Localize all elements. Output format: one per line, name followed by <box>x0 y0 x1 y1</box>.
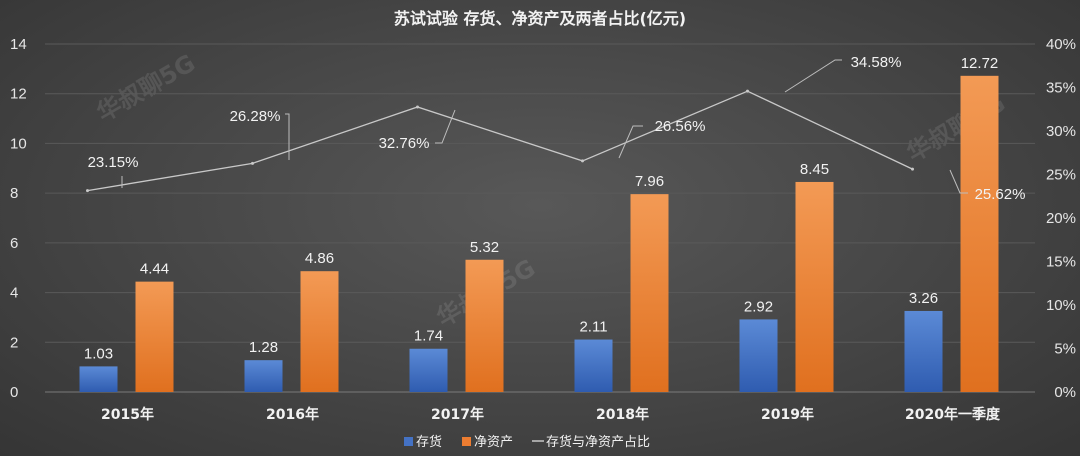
y-right-tick-label: 25% <box>1046 167 1076 184</box>
x-tick-label: 2018年 <box>596 406 649 423</box>
y-left-tick-label: 12 <box>10 86 27 103</box>
y-right-tick-label: 5% <box>1054 341 1076 358</box>
ratio-leader-line <box>618 125 643 159</box>
bar-inventory <box>739 319 778 392</box>
legend-label-net-assets: 净资产 <box>474 435 513 450</box>
y-left-tick-label: 14 <box>10 36 27 53</box>
ratio-line <box>87 90 913 192</box>
y-right-tick-label: 30% <box>1046 123 1076 140</box>
bar-inventory <box>574 339 613 392</box>
ratio-data-label: 25.62% <box>975 186 1026 203</box>
bar-data-label: 7.96 <box>635 173 664 190</box>
y-left-tick-label: 4 <box>10 285 18 302</box>
ratio-data-label: 26.28% <box>230 108 281 125</box>
bar-net-assets <box>300 271 339 392</box>
ratio-point <box>251 161 254 165</box>
legend-label-ratio: 存货与净资产占比 <box>546 434 650 450</box>
bar-data-label: 2.11 <box>579 319 607 336</box>
y-right-tick-label: 0% <box>1054 384 1076 401</box>
ratio-point <box>911 167 914 171</box>
bar-data-label: 1.28 <box>249 339 278 356</box>
y-right-tick-label: 10% <box>1046 297 1076 314</box>
ratio-point <box>86 189 89 193</box>
bar-data-label: 1.03 <box>84 345 113 362</box>
bar-inventory <box>79 366 118 392</box>
bar-inventory <box>904 310 943 392</box>
legend-swatch-inventory <box>404 437 413 446</box>
x-tick-label: 2019年 <box>761 406 814 423</box>
y-left-tick-label: 0 <box>10 384 18 401</box>
y-left-tick-label: 8 <box>10 185 18 202</box>
y-left-tick-label: 10 <box>10 135 27 152</box>
y-left-tick-label: 2 <box>10 334 18 351</box>
bar-data-label: 3.26 <box>909 290 938 307</box>
x-tick-label: 2016年 <box>266 406 319 423</box>
ratio-leader-line <box>435 109 456 144</box>
y-right-tick-label: 40% <box>1046 36 1076 53</box>
x-tick-label: 2015年 <box>101 406 154 423</box>
ratio-data-label: 32.76% <box>379 135 430 152</box>
x-tick-label: 2017年 <box>431 406 484 423</box>
ratio-leader-line <box>949 169 968 194</box>
ratio-leader-line <box>285 113 290 160</box>
x-tick-label: 2020年一季度 <box>905 406 1001 423</box>
bar-net-assets <box>630 194 669 392</box>
bar-inventory <box>409 348 448 392</box>
y-right-tick-label: 20% <box>1046 210 1076 227</box>
bar-data-label: 1.74 <box>414 328 443 345</box>
bar-net-assets <box>135 281 174 392</box>
ratio-data-label: 23.15% <box>88 154 139 171</box>
legend-swatch-net-assets <box>462 437 471 446</box>
ratio-data-label: 26.56% <box>655 118 706 135</box>
bar-data-label: 12.72 <box>961 55 999 72</box>
ratio-point <box>746 89 749 93</box>
y-right-tick-label: 35% <box>1046 80 1076 97</box>
bar-inventory <box>244 360 283 392</box>
legend-label-inventory: 存货 <box>416 434 442 450</box>
bar-data-label: 8.45 <box>800 161 829 178</box>
bar-data-label: 2.92 <box>744 298 773 315</box>
bar-data-label: 4.86 <box>305 250 334 267</box>
ratio-leader-line <box>784 59 842 93</box>
chart-title: 苏试试验 存货、净资产及两者占比(亿元) <box>394 9 686 28</box>
bar-net-assets <box>795 181 834 392</box>
ratio-data-label: 34.58% <box>851 54 902 71</box>
bar-data-label: 5.32 <box>470 239 499 256</box>
y-left-tick-label: 6 <box>10 235 18 252</box>
bar-net-assets <box>465 259 504 392</box>
bar-net-assets <box>960 75 999 393</box>
y-right-tick-label: 15% <box>1046 254 1076 271</box>
watermark-text: 华叔聊5G <box>92 49 200 127</box>
ratio-point <box>416 105 419 109</box>
bar-data-label: 4.44 <box>140 261 169 278</box>
ratio-point <box>581 159 584 163</box>
